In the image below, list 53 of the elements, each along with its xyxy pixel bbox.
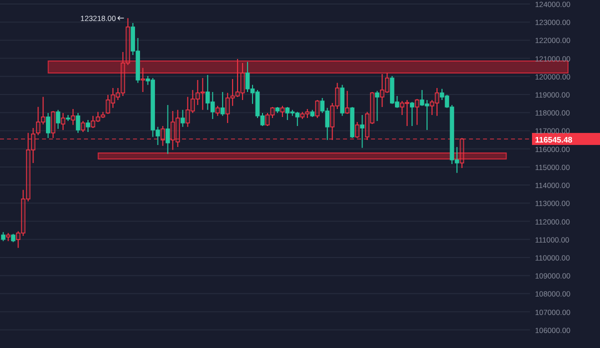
candlestick [16,230,20,248]
candlestick [315,99,320,119]
candlestick [116,87,120,100]
candlestick [414,98,420,126]
candlestick [36,106,40,136]
candlestick [265,112,270,127]
candlestick [186,96,190,128]
candlestick [166,104,170,154]
candlestick [434,87,440,116]
candlestick [126,18,130,66]
candlestick [6,232,10,242]
candlestick [300,111,305,120]
candlestick [385,72,390,94]
candlestick [190,89,195,114]
candlestick [220,91,225,116]
candlestick [215,105,220,116]
candlestick [410,101,414,127]
candlestick [375,90,380,122]
candlestick [90,115,96,129]
candlestick [380,74,384,108]
candlestick [60,112,66,130]
candlestick [180,109,185,128]
candlestick [110,87,116,108]
candlestick [196,80,200,106]
candlestick [280,105,285,118]
candlestick [80,120,86,132]
candlestick [345,90,350,114]
candlestick [40,96,46,125]
candlestick [106,94,110,114]
candlestick [46,112,50,138]
candlestick [430,99,434,116]
candlestick [235,58,240,98]
candlestick [200,78,205,110]
candlestick [400,100,404,116]
candlestick [21,189,26,236]
candlestick [170,110,175,150]
candlestick [96,111,100,123]
candlestick [100,111,106,119]
candlestick [305,108,310,119]
candlestick [335,82,340,110]
candlestick [31,128,36,164]
candlestick [225,92,230,124]
candlestick [70,108,76,126]
candlestick [360,114,364,148]
candlestick [370,91,374,125]
candlestick [404,99,410,127]
candlestick [176,109,180,148]
candlestick [140,67,145,92]
candlestick [270,106,275,119]
candlestick [120,51,126,96]
ref-line-label: 116545.48 [535,135,573,144]
candlestick [240,62,245,100]
candlestick [230,78,235,106]
